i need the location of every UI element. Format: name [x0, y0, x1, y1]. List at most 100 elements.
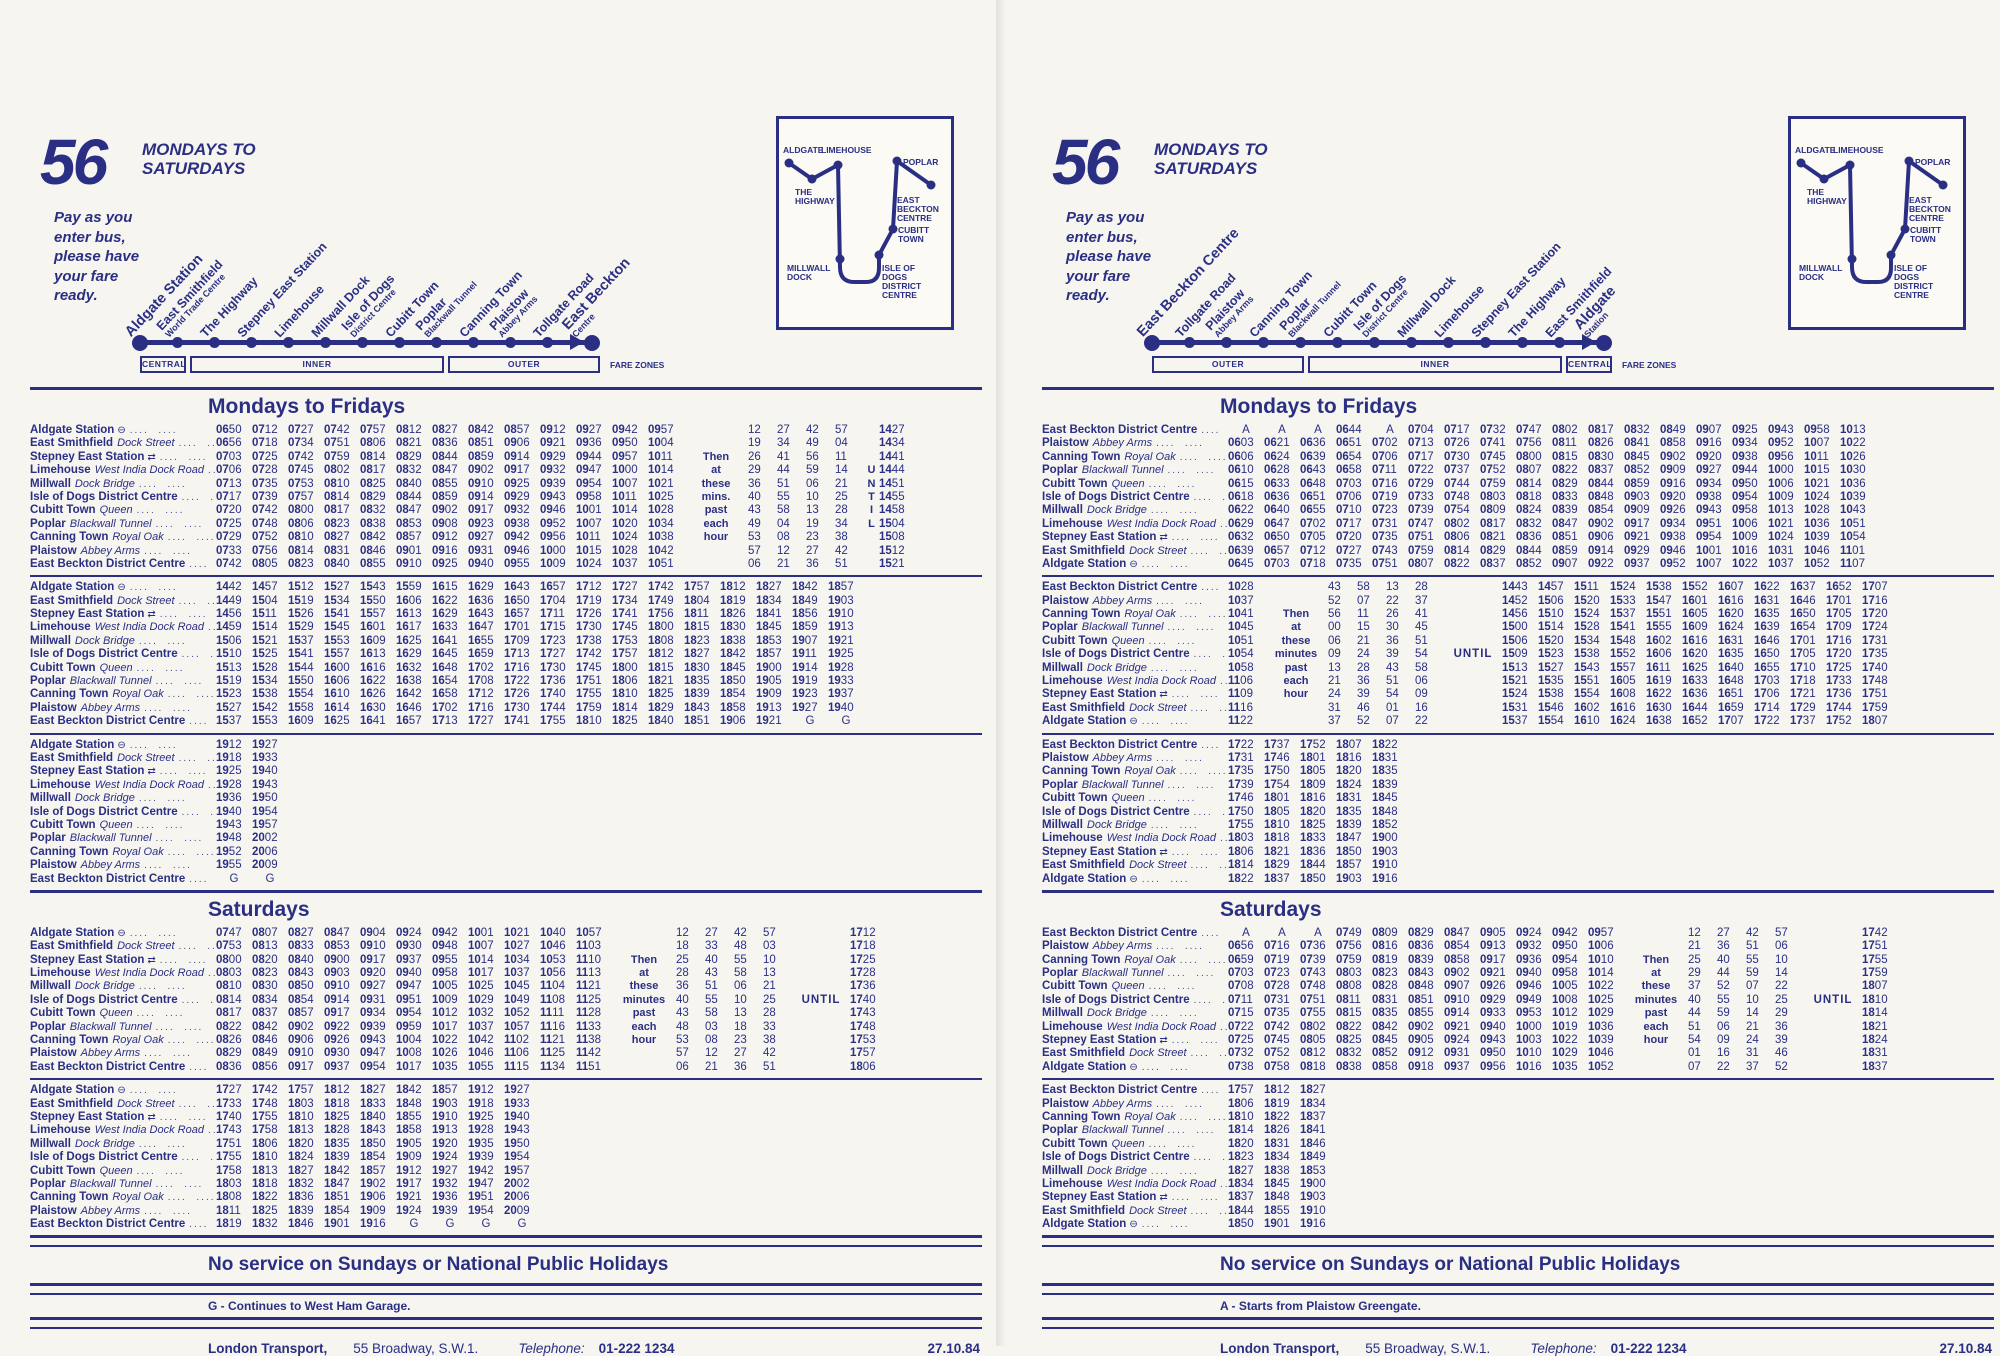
time-cell: 1843 [684, 701, 710, 714]
stop-dot [584, 334, 600, 351]
time-cell: 1838 [1264, 1164, 1290, 1177]
time-cell: 0845 [1372, 1034, 1398, 1047]
station-cell: Plaistow Abbey Arms.... .... [1042, 437, 1228, 450]
time-cell: 1028 [612, 544, 638, 557]
time-cell: 0811 [1552, 437, 1577, 450]
time-cell: 0657 [1264, 544, 1290, 557]
time-cell: 1646 [1790, 594, 1816, 607]
time-cell: 0942 [504, 531, 530, 544]
time-cell: 0726 [1444, 437, 1470, 450]
timetable-row: Canning Town Royal Oak.... .... 1523 1538 15… [30, 688, 982, 701]
timetable-row: Plaistow Abbey Arms.... .... 0829 0849 0910 0… [30, 1047, 982, 1060]
time-cell: 1749 [648, 594, 674, 607]
time-cell: 0809 [1372, 926, 1398, 939]
leader-dots: .... .... [181, 1152, 216, 1164]
minutes-cell: 43 [705, 967, 718, 980]
time-cell: 0922 [1588, 557, 1614, 570]
time-cell: 1758 [252, 1124, 278, 1137]
time-cell: 0747 [1408, 517, 1434, 530]
time-cell: 0827 [288, 926, 314, 939]
time-cell: 1957 [252, 818, 278, 831]
time-cell: A [1386, 424, 1394, 436]
time-cell: 0647 [1264, 517, 1290, 530]
timetable-row: East Beckton District Centre.... ....181… [30, 1218, 982, 1231]
minutes-cell: 04 [835, 437, 848, 450]
time-cell: 0702 [1300, 517, 1326, 530]
time-cell: 1620 [1718, 608, 1744, 621]
map-stop-dot [1886, 250, 1896, 260]
minutes-cell: 13 [763, 967, 776, 980]
time-cell: 1755 [1862, 953, 1888, 966]
station-cell: Plaistow Abbey Arms.... .... [30, 545, 216, 558]
time-cell: 1008 [396, 1047, 422, 1060]
minutes-cell: 01 [1386, 701, 1399, 714]
station-cell: Isle of Dogs District Centre.... .... [1042, 806, 1228, 819]
station-cell: Cubitt Town Queen.... .... [30, 819, 216, 832]
time-cell: 1909 [360, 1204, 386, 1217]
time-cell: 0703 [1264, 557, 1290, 570]
until-label: UNTIL [801, 993, 841, 1006]
time-cell: 0923 [468, 517, 494, 530]
time-cell: 0940 [468, 557, 494, 570]
minutes-cell: 07 [1746, 980, 1759, 993]
time-cell: 0633 [1264, 477, 1290, 490]
time-cell: 1107 [1840, 557, 1865, 570]
time-cell: G [445, 1218, 455, 1231]
minutes-cell: 58 [1415, 661, 1428, 674]
leader-dots: .... .... [144, 1205, 192, 1217]
time-cell: 1015 [1804, 464, 1830, 477]
minutes-cell: 14 [1746, 1007, 1759, 1020]
until-letter: U [867, 464, 876, 477]
direction-arrow-icon [1582, 334, 1596, 350]
time-cell: 1001 [576, 504, 602, 517]
time-cell: 1040 [540, 926, 566, 939]
time-cell: 1527 [1538, 661, 1564, 674]
time-cell: 1521 [252, 634, 278, 647]
time-cell: 0849 [252, 1047, 278, 1060]
leader-dots: .... .... [155, 676, 204, 688]
time-cell: 1529 [288, 621, 314, 634]
time-cell: 1738 [576, 634, 602, 647]
time-cell: 1757 [850, 1047, 876, 1060]
time-cell: 1015 [576, 544, 602, 557]
timetable-row: Stepney East Station ⇄.... .... 0632 0650 07… [1042, 531, 1994, 544]
leader-dots: .... .... [167, 532, 216, 544]
station-cell: East Beckton District Centre.... .... [1042, 581, 1228, 594]
time-cell: 1039 [1840, 490, 1866, 503]
time-cell: 1629 [396, 648, 422, 661]
station-name: Cubitt Town [1042, 1137, 1108, 1150]
time-cell: 1806 [612, 675, 638, 688]
time-cell: 0832 [360, 504, 386, 517]
time-cell: 1524 [1574, 608, 1600, 621]
time-cell: 1442 [216, 581, 242, 594]
issue-date: 27.10.84 [1939, 1341, 1992, 1356]
time-cell: 1730 [576, 621, 602, 634]
time-cell: 1528 [1574, 621, 1600, 634]
map-stop-dot [874, 250, 884, 260]
leader-dots: .... .... [1141, 716, 1190, 728]
time-cell: 0814 [216, 993, 242, 1006]
minutes-cell: 01 [1688, 1047, 1701, 1060]
time-cell: 1641 [432, 634, 458, 647]
time-cell: 0859 [1552, 544, 1578, 557]
time-cell: 1910 [1372, 859, 1398, 872]
time-cell: 0713 [1408, 437, 1434, 450]
leader-dots: .... .... [144, 860, 192, 872]
station-qualifier: Blackwall Tunnel [1081, 464, 1164, 477]
time-cell: 1024 [1768, 531, 1794, 544]
time-cell: 0822 [1336, 1020, 1362, 1033]
minutes-cell: 37 [1688, 980, 1701, 993]
time-cell: 0636 [1300, 437, 1326, 450]
time-cell: 1102 [504, 1034, 529, 1047]
time-cell: 1716 [1862, 594, 1888, 607]
time-cell: 1710 [1790, 661, 1816, 674]
leader-dots: .... .... [1219, 1178, 1228, 1190]
station-cell: Canning Town Royal Oak.... .... [1042, 765, 1228, 778]
station-cell: Isle of Dogs District Centre.... .... [30, 994, 216, 1007]
time-cell: 0716 [1372, 477, 1398, 490]
time-cell: 1825 [612, 715, 638, 728]
time-cell: 1609 [288, 715, 314, 728]
fare-zone-box: CENTRAL [1566, 356, 1612, 373]
time-cell: 1551 [1574, 675, 1600, 688]
timetable-row: Isle of Dogs District Centre.... ....151… [30, 648, 982, 661]
